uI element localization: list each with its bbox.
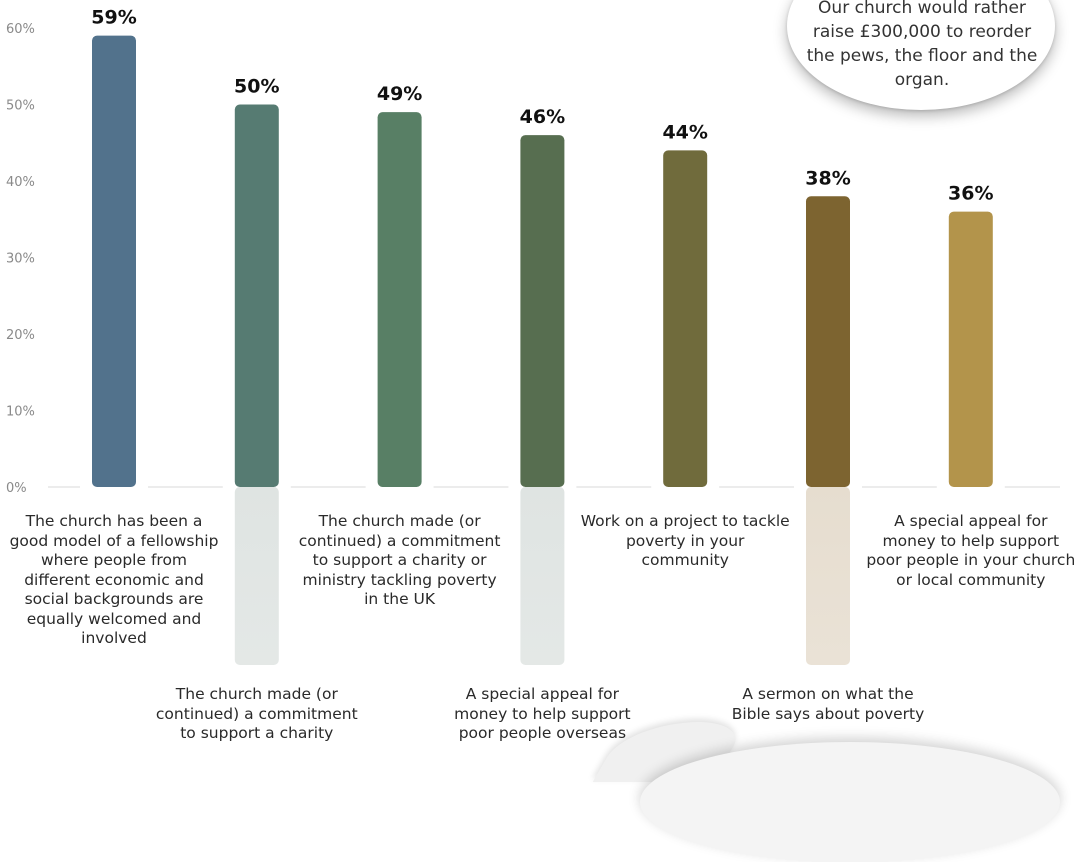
bar-chart: 0% 10% 20% 30% 40% 50% 60% 59% 50% 49% 46% 44% 38% 36…: [6, 7, 1060, 665]
bar-value-label: 46%: [520, 106, 565, 128]
bar-value-label: 49%: [377, 83, 422, 105]
bar: [948, 211, 993, 487]
bar-value-label: 36%: [948, 183, 993, 205]
bar-value-label: 38%: [805, 167, 850, 189]
category-label: The church made (or continued) a commitm…: [298, 512, 501, 608]
bar-value-label: 44%: [662, 121, 707, 143]
y-tick-label: 60%: [6, 22, 35, 37]
y-tick-label: 10%: [6, 405, 35, 420]
label-connector: [234, 487, 279, 665]
speech-bubble-bottom: [640, 742, 1060, 862]
label-connector: [806, 487, 850, 665]
category-label: A sermon on what the Bible says about po…: [731, 685, 925, 723]
y-tick-label: 30%: [6, 252, 35, 267]
y-tick-label: 20%: [6, 328, 35, 343]
bar: [377, 112, 422, 488]
y-tick-label: 40%: [6, 175, 35, 190]
category-label: A special appeal for money to help suppo…: [866, 512, 1074, 589]
speech-bubble-text: Our church would rather raise £300,000 t…: [806, 0, 1038, 90]
bar: [663, 150, 708, 487]
bar-value-label: 59%: [91, 7, 136, 29]
bar-value-label: 50%: [234, 76, 279, 98]
bar: [520, 135, 565, 487]
category-label: Work on a project to tackle poverty in y…: [580, 512, 790, 569]
bar: [234, 104, 279, 487]
bar: [92, 35, 136, 488]
category-label: The church has been a good model of a fe…: [9, 512, 219, 647]
category-label: A special appeal for money to help suppo…: [454, 685, 631, 742]
bar: [806, 196, 850, 488]
category-label: The church made (or continued) a commitm…: [155, 685, 358, 742]
label-connector: [520, 487, 565, 665]
y-tick-label: 50%: [6, 99, 35, 114]
y-tick-label: 0%: [6, 481, 27, 496]
